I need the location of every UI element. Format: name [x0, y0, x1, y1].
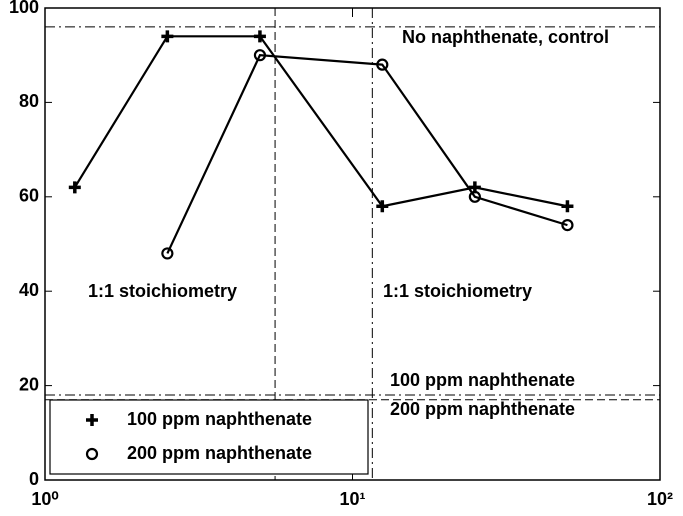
- marker: [376, 200, 389, 213]
- marker: [68, 181, 81, 194]
- y-tick-label: 0: [29, 469, 39, 489]
- y-tick-label: 40: [19, 280, 39, 300]
- marker: [161, 247, 174, 260]
- x-tick-label: 10²: [647, 489, 673, 509]
- x-tick-label: 10¹: [339, 489, 365, 509]
- annotation: 1:1 stoichiometry: [383, 281, 532, 301]
- y-tick-label: 20: [19, 374, 39, 394]
- marker: [161, 30, 174, 43]
- marker: [376, 58, 389, 71]
- reference-label: 100 ppm naphthenate: [390, 370, 575, 390]
- y-tick-label: 60: [19, 186, 39, 206]
- reference-label: No naphthenate, control: [402, 27, 609, 47]
- legend-marker: [86, 414, 98, 426]
- x-tick-label: 10⁰: [31, 489, 58, 509]
- series-line: [166, 54, 568, 254]
- reference-label: 200 ppm naphthenate: [390, 399, 575, 419]
- legend-marker: [85, 447, 99, 461]
- legend-label: 200 ppm naphthenate: [127, 443, 312, 463]
- marker: [253, 49, 267, 62]
- legend-label: 100 ppm naphthenate: [127, 409, 312, 429]
- series-line: [73, 35, 568, 208]
- marker: [468, 190, 481, 203]
- marker: [561, 219, 574, 232]
- y-tick-label: 100: [9, 0, 39, 17]
- annotation: 1:1 stoichiometry: [88, 281, 237, 301]
- y-tick-label: 80: [19, 91, 39, 111]
- marker: [561, 200, 574, 213]
- legend-box: [49, 399, 369, 475]
- marker: [253, 30, 266, 43]
